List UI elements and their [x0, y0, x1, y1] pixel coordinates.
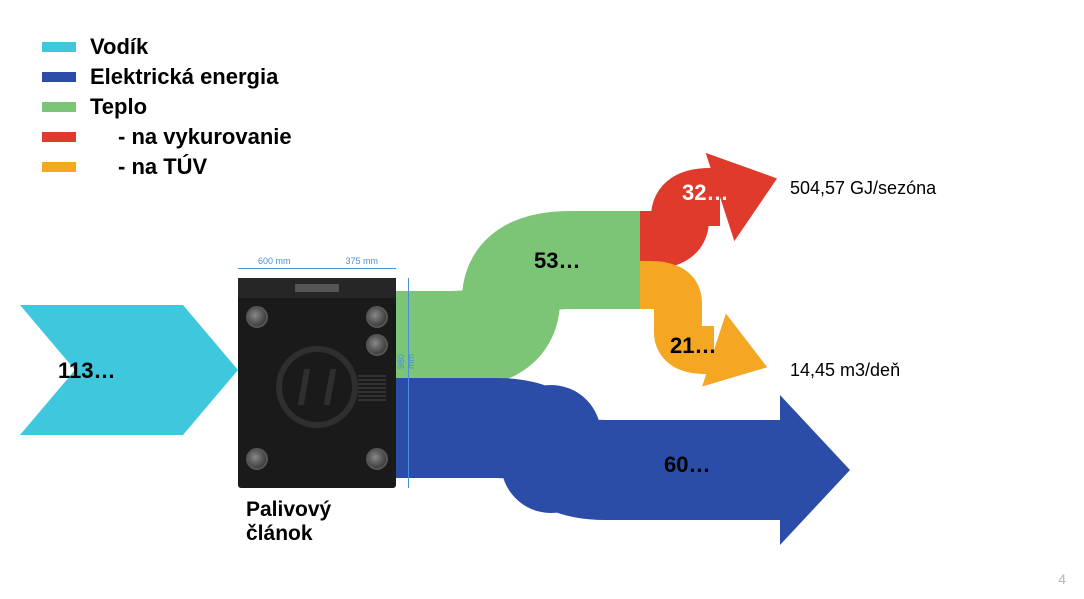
flow-input-hydrogen — [20, 305, 238, 435]
output-label-dhw: 14,45 m3/deň — [790, 360, 900, 381]
dimension-line — [317, 268, 396, 269]
dimension-line — [238, 268, 317, 269]
device-port — [366, 306, 388, 328]
device-port — [366, 448, 388, 470]
device-port — [366, 334, 388, 356]
device-brand-plate — [295, 284, 339, 292]
flow-electricity — [396, 395, 850, 545]
dimension-text: 375 mm — [345, 256, 378, 266]
dimension-line: 980 mm — [402, 278, 416, 488]
device-grille — [358, 373, 386, 401]
dimension-text: 600 mm — [258, 256, 291, 266]
flow-label-heating: 32… — [682, 180, 728, 206]
output-label-heating: 504,57 GJ/sezóna — [790, 178, 936, 199]
fuel-cell-device: 600 mm 375 mm 980 mm — [238, 278, 396, 488]
device-caption: Palivový článok — [246, 498, 331, 546]
device-logo-icon — [276, 346, 358, 428]
flow-label-input: 113… — [58, 358, 116, 384]
flow-label-electricity: 60… — [664, 452, 710, 478]
device-port — [246, 448, 268, 470]
sankey-diagram — [0, 0, 1084, 599]
flow-label-heat: 53… — [534, 248, 580, 274]
flow-heat — [396, 260, 640, 340]
flow-label-dhw: 21… — [670, 333, 716, 359]
device-top-panel — [238, 278, 396, 298]
arrowhead-electricity — [780, 395, 850, 545]
device-port — [246, 306, 268, 328]
page-number: 4 — [1058, 571, 1066, 587]
